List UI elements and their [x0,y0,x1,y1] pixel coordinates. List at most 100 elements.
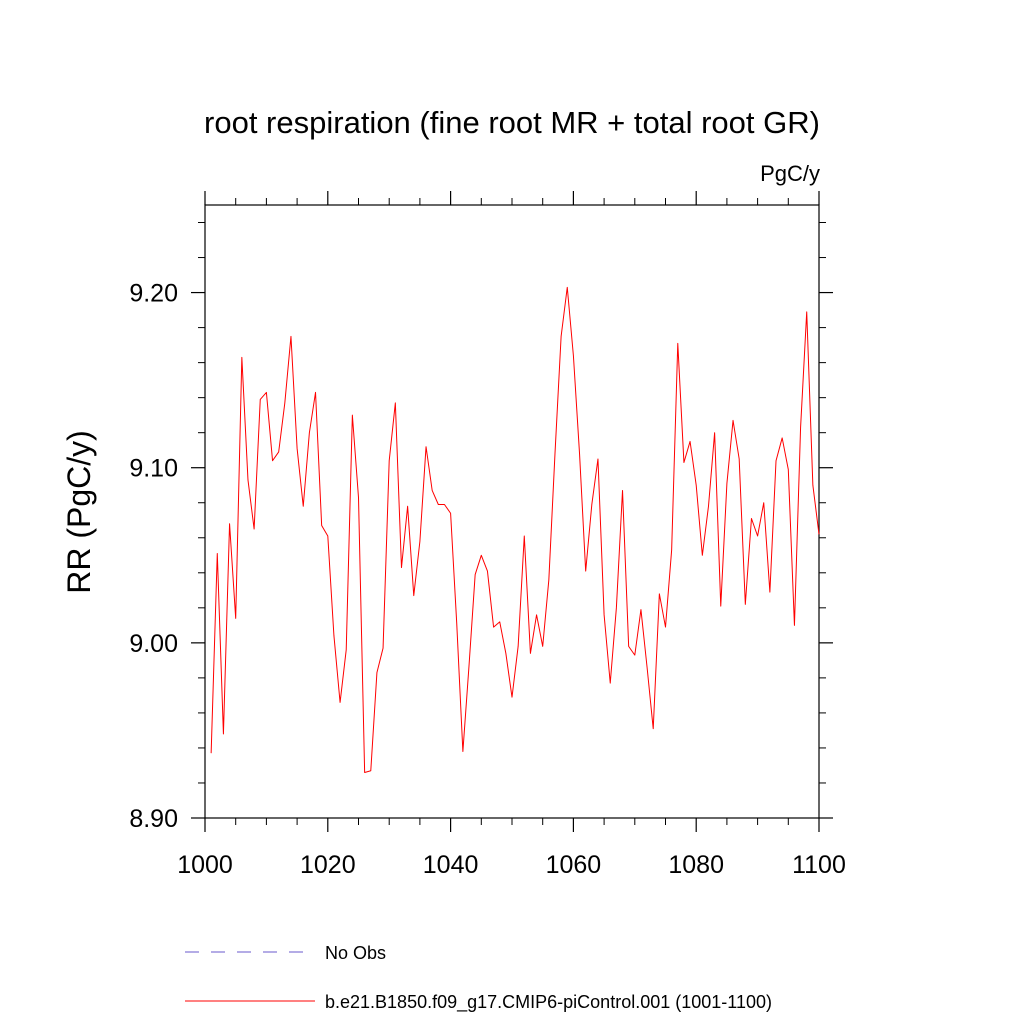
data-point [720,605,721,606]
data-point [714,432,715,433]
data-point [425,446,426,447]
data-point [468,665,469,666]
legend-item-no-obs: No Obs [185,943,386,963]
y-axis: 8.90 9.00 9.10 9.20 [129,280,833,833]
data-point [591,504,592,505]
data-point [732,420,733,421]
data-point [542,646,543,647]
data-point [247,479,248,480]
data-point [309,432,310,433]
data-point [702,555,703,556]
data-point [757,535,758,536]
units-label: PgC/y [760,161,820,186]
data-point [726,483,727,484]
y-tick-label-9.10: 9.10 [129,455,178,483]
data-point [554,453,555,454]
data-point [806,311,807,312]
data-point [530,653,531,654]
legend-label-no-obs: No Obs [325,943,386,963]
data-point [604,614,605,615]
data-point [401,567,402,568]
data-point [389,460,390,461]
data-point [616,607,617,608]
series-layer [210,286,820,773]
data-point [290,336,291,337]
data-point [297,448,298,449]
chart-title: root respiration (fine root MR + total r… [204,105,820,140]
x-axis: 1000 1020 1040 1060 1080 1100 [177,191,846,879]
data-point [518,646,519,647]
data-point [788,469,789,470]
series-line-0 [210,286,820,773]
data-point [382,648,383,649]
data-point [579,453,580,454]
data-point [665,626,666,627]
legend-label-model-run: b.e21.B1850.f09_g17.CMIP6-piControl.001 … [325,992,772,1013]
data-point [450,513,451,514]
data-point [597,458,598,459]
data-point [499,621,500,622]
data-point [646,667,647,668]
data-point [696,485,697,486]
y-axis-label: RR (PgC/y) [61,430,97,594]
data-point [438,504,439,505]
data-point [352,415,353,416]
data-point [487,570,488,571]
data-point [794,625,795,626]
data-point [229,523,230,524]
x-tick-label-1000: 1000 [177,851,233,879]
data-point [260,399,261,400]
data-point [561,336,562,337]
data-point [432,490,433,491]
data-point [395,402,396,403]
data-point [634,655,635,656]
data-point [475,574,476,575]
data-point [689,441,690,442]
y-tick-label-8.90: 8.90 [129,805,178,833]
data-point [628,646,629,647]
data-point [413,595,414,596]
data-point [211,753,212,754]
data-point [376,672,377,673]
data-point [462,751,463,752]
data-point [745,604,746,605]
data-point [444,504,445,505]
data-point [818,534,819,535]
data-point [315,392,316,393]
data-point [339,702,340,703]
legend: No Obs b.e21.B1850.f09_g17.CMIP6-piContr… [185,943,772,1013]
x-tick-label-1080: 1080 [668,851,724,879]
data-point [327,535,328,536]
data-point [653,728,654,729]
data-point [751,518,752,519]
data-point [303,506,304,507]
x-tick-label-1040: 1040 [423,851,479,879]
data-point [671,549,672,550]
legend-item-model-run: b.e21.B1850.f09_g17.CMIP6-piControl.001 … [185,992,772,1013]
data-point [241,357,242,358]
data-point [284,402,285,403]
data-point [524,535,525,536]
data-point [548,579,549,580]
data-point [272,460,273,461]
data-point [333,635,334,636]
data-point [536,614,537,615]
data-point [585,570,586,571]
data-point [573,355,574,356]
data-point [235,618,236,619]
data-point [321,525,322,526]
data-point [217,553,218,554]
x-tick-label-1100: 1100 [792,851,846,879]
data-point [511,697,512,698]
minor-ticks [198,198,826,825]
data-point [505,653,506,654]
data-point [610,683,611,684]
data-point [370,770,371,771]
y-tick-label-9.20: 9.20 [129,280,178,308]
data-point [364,772,365,773]
data-point [659,593,660,594]
data-point [763,502,764,503]
plot-frame [204,204,820,819]
x-tick-label-1020: 1020 [300,851,356,879]
